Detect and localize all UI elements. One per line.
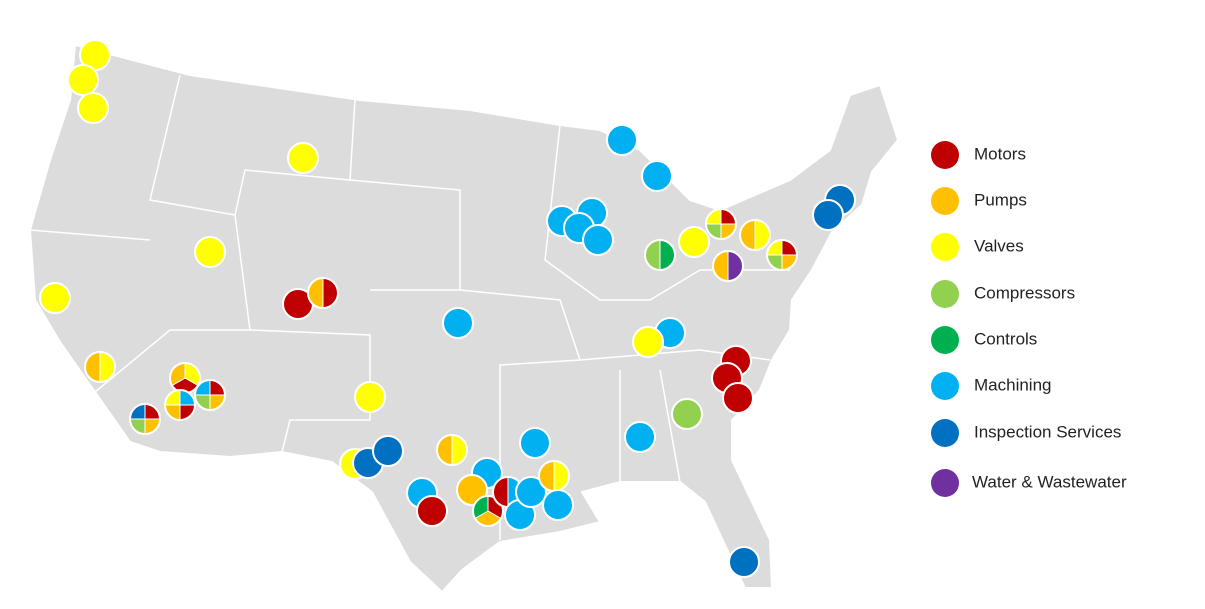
marker-ring bbox=[164, 389, 196, 421]
marker-ring bbox=[129, 403, 161, 435]
legend-label: Motors bbox=[974, 144, 1026, 163]
marker-segment bbox=[671, 398, 703, 430]
location-marker bbox=[641, 160, 673, 192]
location-marker bbox=[287, 142, 319, 174]
marker-segment bbox=[624, 421, 656, 453]
marker-segment bbox=[519, 427, 551, 459]
location-marker bbox=[712, 250, 744, 282]
legend-label: Pumps bbox=[974, 190, 1027, 209]
markers bbox=[39, 39, 856, 578]
location-marker bbox=[442, 307, 474, 339]
legend-swatch bbox=[931, 280, 959, 308]
marker-segment bbox=[515, 476, 547, 508]
location-marker bbox=[705, 208, 737, 240]
marker-ring bbox=[712, 250, 744, 282]
legend-swatch bbox=[931, 187, 959, 215]
marker-segment bbox=[632, 326, 664, 358]
marker-segment bbox=[728, 546, 760, 578]
legend-label: Valves bbox=[974, 236, 1024, 255]
location-marker bbox=[39, 282, 71, 314]
legend-label: Water & Wastewater bbox=[972, 472, 1127, 491]
location-marker bbox=[416, 495, 448, 527]
location-marker bbox=[624, 421, 656, 453]
location-marker bbox=[632, 326, 664, 358]
location-marker bbox=[129, 403, 161, 435]
legend-label: Compressors bbox=[974, 283, 1075, 302]
legend-swatch bbox=[931, 469, 959, 497]
location-marker bbox=[542, 489, 574, 521]
legend-swatch bbox=[931, 141, 959, 169]
marker-segment bbox=[416, 495, 448, 527]
location-marker bbox=[307, 277, 339, 309]
location-marker bbox=[77, 92, 109, 124]
location-marker bbox=[678, 226, 710, 258]
legend-swatch bbox=[931, 233, 959, 261]
marker-segment bbox=[442, 307, 474, 339]
location-marker bbox=[766, 239, 798, 271]
marker-segment bbox=[67, 64, 99, 96]
marker-segment bbox=[641, 160, 673, 192]
marker-ring bbox=[644, 239, 676, 271]
location-marker bbox=[538, 460, 570, 492]
location-marker bbox=[582, 224, 614, 256]
legend-label: Machining bbox=[974, 375, 1052, 394]
location-marker bbox=[519, 427, 551, 459]
legend-label: Inspection Services bbox=[974, 422, 1121, 441]
marker-segment bbox=[372, 435, 404, 467]
marker-ring bbox=[766, 239, 798, 271]
location-marker bbox=[67, 64, 99, 96]
marker-ring bbox=[194, 379, 226, 411]
location-marker bbox=[722, 382, 754, 414]
marker-segment bbox=[722, 382, 754, 414]
marker-ring bbox=[307, 277, 339, 309]
marker-segment bbox=[678, 226, 710, 258]
marker-segment bbox=[39, 282, 71, 314]
location-marker bbox=[194, 379, 226, 411]
marker-segment bbox=[812, 199, 844, 231]
marker-segment bbox=[354, 381, 386, 413]
marker-ring bbox=[739, 219, 771, 251]
location-marker bbox=[372, 435, 404, 467]
marker-segment bbox=[582, 224, 614, 256]
location-marker bbox=[164, 389, 196, 421]
location-marker bbox=[728, 546, 760, 578]
marker-ring bbox=[705, 208, 737, 240]
location-marker bbox=[671, 398, 703, 430]
marker-segment bbox=[287, 142, 319, 174]
legend-swatch bbox=[931, 419, 959, 447]
location-marker bbox=[515, 476, 547, 508]
marker-segment bbox=[606, 124, 638, 156]
legend-swatch bbox=[931, 372, 959, 400]
legend: Motors Pumps Valves Compressors Controls Mach… bbox=[931, 141, 1127, 497]
location-marker bbox=[606, 124, 638, 156]
location-marker bbox=[436, 434, 468, 466]
location-marker bbox=[84, 351, 116, 383]
legend-label: Controls bbox=[974, 329, 1037, 348]
location-marker bbox=[194, 236, 226, 268]
marker-ring bbox=[472, 495, 504, 527]
marker-ring bbox=[84, 351, 116, 383]
marker-segment bbox=[194, 236, 226, 268]
legend-swatch bbox=[931, 326, 959, 354]
location-marker bbox=[354, 381, 386, 413]
marker-segment bbox=[542, 489, 574, 521]
location-marker bbox=[644, 239, 676, 271]
marker-segment bbox=[77, 92, 109, 124]
location-marker bbox=[739, 219, 771, 251]
location-marker bbox=[812, 199, 844, 231]
state-borders bbox=[29, 74, 790, 540]
marker-ring bbox=[436, 434, 468, 466]
